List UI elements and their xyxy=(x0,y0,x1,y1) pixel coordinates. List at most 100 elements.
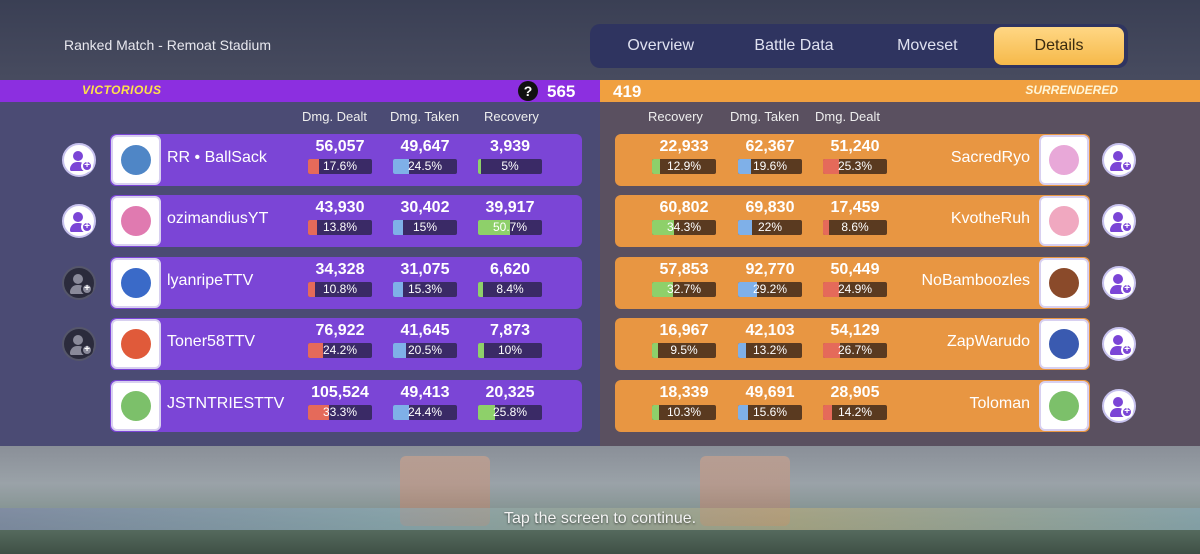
recovery-share: 50.7% xyxy=(478,220,542,235)
plus-icon: + xyxy=(1121,160,1133,172)
dmg-dealt-share-label: 24.9% xyxy=(837,282,873,296)
recovery-share-fill xyxy=(652,220,674,235)
pokemon-portrait xyxy=(111,196,161,246)
dmg-dealt: 54,129 26.7% xyxy=(823,322,887,358)
dmg-taken-share-fill xyxy=(393,282,403,297)
add-friend-button[interactable]: + xyxy=(62,327,96,361)
person-icon xyxy=(1113,335,1123,345)
recovery: 60,802 34.3% xyxy=(652,199,716,235)
dmg-taken: 92,770 29.2% xyxy=(738,261,802,297)
dmg-dealt-value: 50,449 xyxy=(830,261,880,278)
person-icon xyxy=(73,274,83,284)
player-name: JSTNTRIESTTV xyxy=(167,395,285,412)
plus-icon: + xyxy=(81,344,93,356)
continue-prompt[interactable]: Tap the screen to continue. xyxy=(503,510,697,527)
dmg-taken-share-label: 20.5% xyxy=(407,343,443,357)
tab-details[interactable]: Details xyxy=(993,27,1124,65)
dmg-dealt-share-fill xyxy=(823,405,833,420)
recovery-share-label: 5% xyxy=(501,159,519,173)
dmg-taken-value: 41,645 xyxy=(400,322,450,339)
victor-banner xyxy=(0,80,600,102)
dmg-dealt-share-label: 24.2% xyxy=(322,343,358,357)
dmg-taken-share: 24.4% xyxy=(393,405,457,420)
dmg-taken-share-fill xyxy=(738,405,748,420)
dmg-taken-share: 13.2% xyxy=(738,343,802,358)
player-row[interactable]: lyanripeTTV 34,328 10.8% 31,075 15.3% 6,620 8.… xyxy=(110,257,582,309)
tab-bar: Overview Battle Data Moveset Details xyxy=(590,24,1128,68)
loser-banner xyxy=(600,80,1200,102)
tab-overview[interactable]: Overview xyxy=(627,37,694,54)
dmg-dealt: 28,905 14.2% xyxy=(823,384,887,420)
dmg-dealt-share-label: 13.8% xyxy=(322,220,358,234)
help-icon[interactable]: ? xyxy=(518,81,538,101)
recovery-share: 25.8% xyxy=(478,405,542,420)
player-row[interactable]: KvotheRuh 60,802 34.3% 69,830 22% 17,459 8.6% xyxy=(615,195,1090,247)
pokemon-portrait xyxy=(111,319,161,369)
dmg-taken-share: 15% xyxy=(393,220,457,235)
dmg-taken-share-label: 15% xyxy=(412,220,438,234)
pokemon-portrait xyxy=(1039,319,1089,369)
dmg-dealt: 56,057 17.6% xyxy=(308,138,372,174)
player-name: ZapWarudo xyxy=(947,333,1030,350)
dmg-dealt-share-fill xyxy=(308,405,330,420)
dmg-dealt-share-fill xyxy=(308,159,320,174)
pokemon-icon xyxy=(121,391,151,421)
dmg-dealt-share-label: 25.3% xyxy=(837,159,873,173)
person-icon xyxy=(1113,397,1123,407)
person-body-icon xyxy=(1110,162,1126,171)
recovery-share-label: 25.8% xyxy=(492,405,528,419)
player-name: RR • BallSack xyxy=(167,149,267,166)
plus-icon: + xyxy=(81,221,93,233)
dmg-taken-share: 24.5% xyxy=(393,159,457,174)
add-friend-button[interactable]: + xyxy=(1102,389,1136,423)
player-row[interactable]: ZapWarudo 16,967 9.5% 42,103 13.2% 54,129 26.7… xyxy=(615,318,1090,370)
pokemon-icon xyxy=(1049,145,1079,175)
dmg-dealt: 43,930 13.8% xyxy=(308,199,372,235)
dmg-dealt-value: 17,459 xyxy=(830,199,880,216)
recovery: 39,917 50.7% xyxy=(478,199,542,235)
dmg-taken-value: 62,367 xyxy=(745,138,795,155)
person-icon xyxy=(73,212,83,222)
tab-moveset[interactable]: Moveset xyxy=(897,37,958,54)
dmg-taken-value: 30,402 xyxy=(400,199,450,216)
tab-battle-data[interactable]: Battle Data xyxy=(754,37,834,54)
pokemon-portrait xyxy=(1039,196,1089,246)
player-name: NoBamboozles xyxy=(921,272,1031,289)
dmg-dealt-share: 33.3% xyxy=(308,405,372,420)
player-row[interactable]: Toloman 18,339 10.3% 49,691 15.6% 28,905 14.2% xyxy=(615,380,1090,432)
pokemon-icon xyxy=(121,206,151,236)
dmg-taken-share: 29.2% xyxy=(738,282,802,297)
dmg-taken-share-label: 22% xyxy=(757,220,783,234)
player-row[interactable]: ozimandiusYT 43,930 13.8% 30,402 15% 39,917 50… xyxy=(110,195,582,247)
recovery: 16,967 9.5% xyxy=(652,322,716,358)
dmg-taken: 31,075 15.3% xyxy=(393,261,457,297)
dmg-taken-value: 42,103 xyxy=(745,322,795,339)
dmg-dealt-share-label: 10.8% xyxy=(322,282,358,296)
recovery-share-label: 10.3% xyxy=(666,405,702,419)
add-friend-button[interactable]: + xyxy=(1102,143,1136,177)
player-row[interactable]: JSTNTRIESTTV 105,524 33.3% 49,413 24.4% 20,32… xyxy=(110,380,582,432)
recovery-value: 39,917 xyxy=(485,199,535,216)
dmg-taken: 42,103 13.2% xyxy=(738,322,802,358)
dmg-taken-share: 15.3% xyxy=(393,282,457,297)
add-friend-button[interactable]: + xyxy=(1102,204,1136,238)
recovery-share: 8.4% xyxy=(478,282,542,297)
player-row[interactable]: Toner58TTV 76,922 24.2% 41,645 20.5% 7,873 10% xyxy=(110,318,582,370)
pokemon-portrait xyxy=(1039,258,1089,308)
player-row[interactable]: NoBamboozles 57,853 32.7% 92,770 29.2% 50,449… xyxy=(615,257,1090,309)
recovery-share-fill xyxy=(478,159,482,174)
plus-icon: + xyxy=(81,283,93,295)
add-friend-button[interactable]: + xyxy=(62,143,96,177)
recovery-value: 60,802 xyxy=(659,199,709,216)
player-row[interactable]: RR • BallSack 56,057 17.6% 49,647 24.5% 3,939… xyxy=(110,134,582,186)
person-icon xyxy=(1113,274,1123,284)
player-row[interactable]: SacredRyo 22,933 12.9% 62,367 19.6% 51,240 25.… xyxy=(615,134,1090,186)
dmg-dealt-share-label: 26.7% xyxy=(837,343,873,357)
add-friend-button[interactable]: + xyxy=(62,204,96,238)
dmg-taken: 62,367 19.6% xyxy=(738,138,802,174)
add-friend-button[interactable]: + xyxy=(62,266,96,300)
add-friend-button[interactable]: + xyxy=(1102,266,1136,300)
add-friend-button[interactable]: + xyxy=(1102,327,1136,361)
dmg-dealt-share: 26.7% xyxy=(823,343,887,358)
dmg-taken-share-label: 15.6% xyxy=(752,405,788,419)
